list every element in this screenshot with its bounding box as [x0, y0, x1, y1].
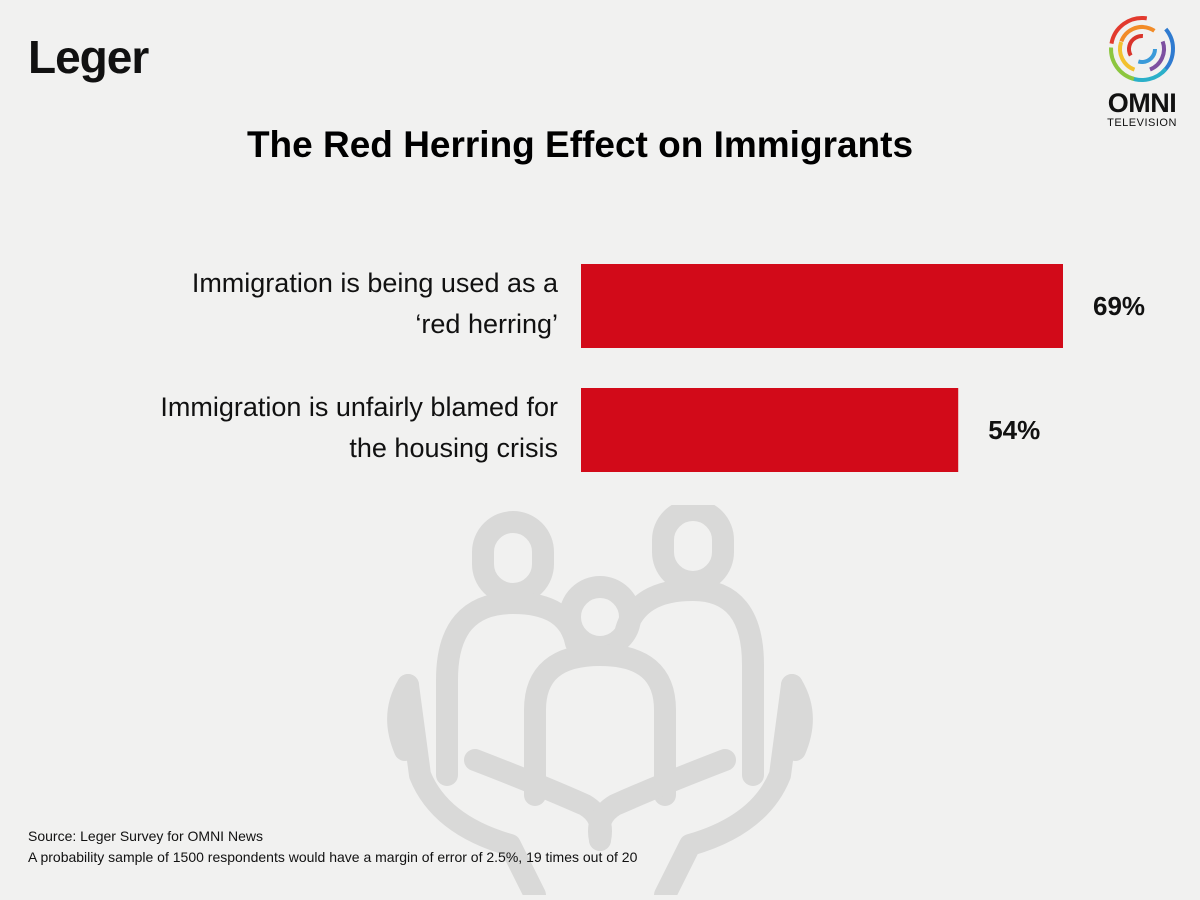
- category-label-1-line-2: ‘red herring’: [415, 309, 558, 339]
- data-label-2: 54%: [988, 415, 1040, 445]
- bar-2: [581, 388, 959, 472]
- family-in-hands-icon: [387, 505, 813, 895]
- omni-logo: OMNI TELEVISION: [1098, 14, 1186, 130]
- leger-logo: Leger: [28, 31, 149, 83]
- omni-swirl-icon: [1109, 16, 1175, 82]
- category-label-2-line-1: Immigration is unfairly blamed for: [160, 392, 558, 422]
- source-line: Source: Leger Survey for OMNI News: [28, 828, 263, 844]
- bar-1: [581, 264, 1063, 348]
- chart-title: The Red Herring Effect on Immigrants: [246, 124, 914, 165]
- margin-of-error-line: A probability sample of 1500 respondents…: [28, 849, 638, 865]
- data-label-1: 69%: [1093, 291, 1145, 321]
- source-note: Source: Leger Survey for OMNI News A pro…: [28, 826, 637, 868]
- omni-logo-text: OMNI: [1107, 88, 1177, 118]
- category-label-1-line-1: Immigration is being used as a: [192, 268, 559, 298]
- omni-logo-subtext: TELEVISION: [1107, 117, 1177, 129]
- category-label-2-line-2: the housing crisis: [349, 433, 558, 463]
